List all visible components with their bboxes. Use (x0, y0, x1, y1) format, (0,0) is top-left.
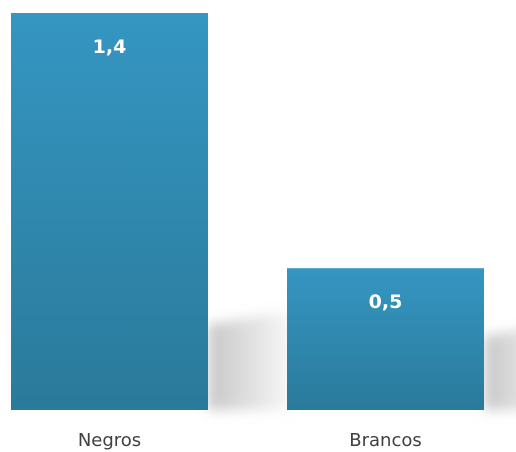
value-label-brancos: 0,5 (369, 291, 403, 313)
value-label-negros: 1,4 (93, 36, 127, 58)
bar-negros (11, 13, 208, 410)
bar-shadow-negros (208, 311, 303, 410)
bar-shadow-brancos (484, 330, 516, 410)
bar-brancos (287, 268, 484, 410)
bar-shadows (208, 311, 516, 410)
category-labels-group: Negros Brancos (78, 430, 422, 451)
bars-group (11, 13, 484, 410)
category-label-brancos: Brancos (349, 430, 421, 451)
category-label-negros: Negros (78, 430, 141, 451)
value-labels-group: 1,4 0,5 (93, 36, 403, 313)
